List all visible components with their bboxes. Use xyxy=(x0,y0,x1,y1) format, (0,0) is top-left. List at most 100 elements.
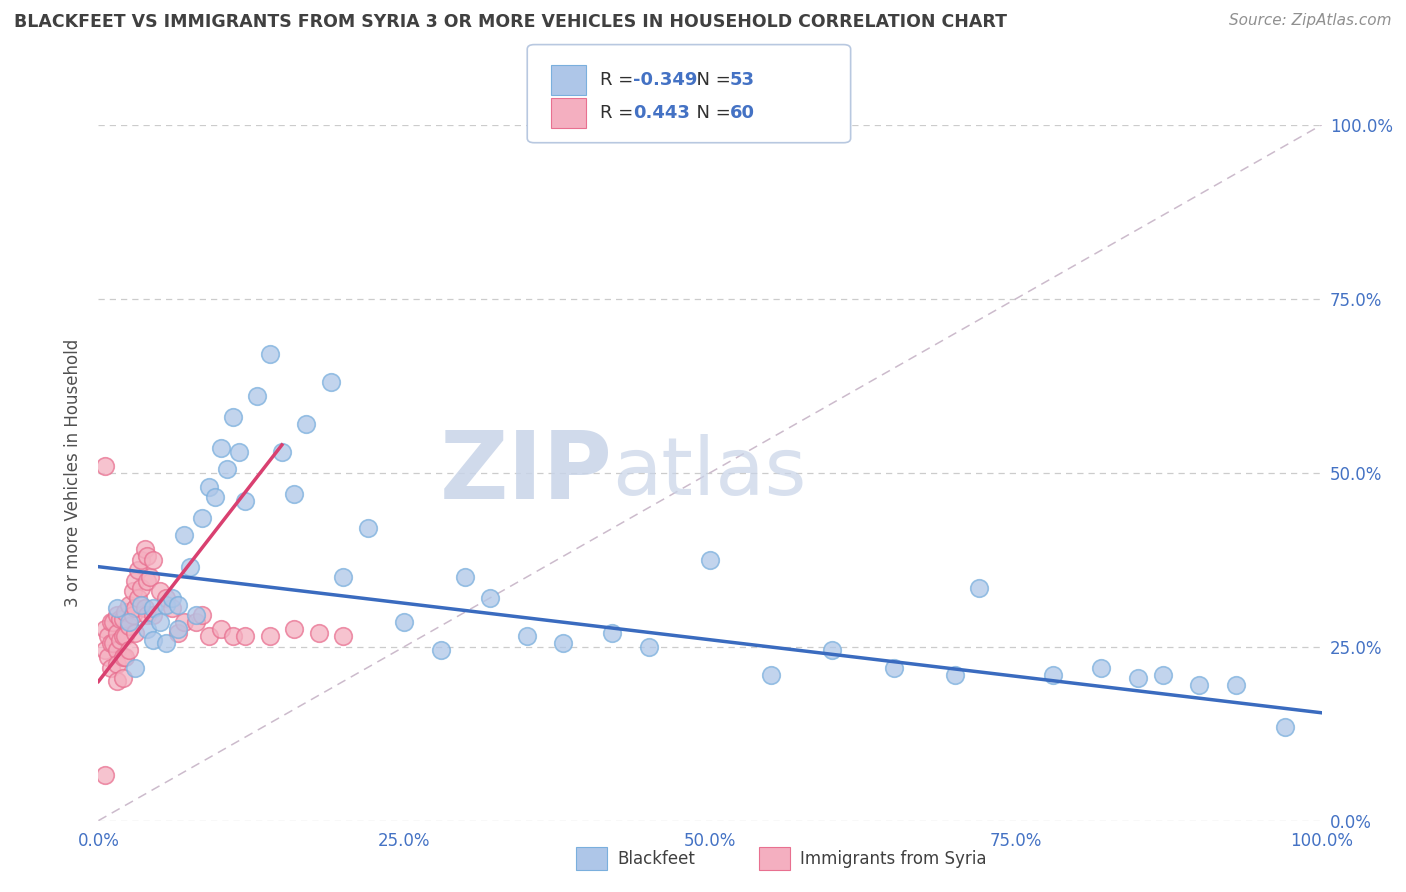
Point xyxy=(129,552,152,567)
Point xyxy=(478,591,501,605)
Point xyxy=(110,612,132,626)
Point xyxy=(454,570,477,584)
Point xyxy=(142,601,165,615)
Point xyxy=(124,660,146,674)
Point xyxy=(111,650,134,665)
Point xyxy=(105,625,128,640)
Point xyxy=(129,598,152,612)
Point xyxy=(1152,667,1174,681)
Text: N =: N = xyxy=(685,103,737,122)
Point xyxy=(173,528,195,542)
Text: -0.349: -0.349 xyxy=(633,70,697,89)
Point xyxy=(295,417,318,431)
Text: N =: N = xyxy=(685,70,737,89)
Point xyxy=(233,629,256,643)
Point xyxy=(246,389,269,403)
Point xyxy=(222,410,245,425)
Point xyxy=(967,581,990,595)
Point xyxy=(136,623,159,637)
Point xyxy=(1274,720,1296,734)
Point xyxy=(105,608,128,623)
Text: Blackfeet: Blackfeet xyxy=(617,849,695,868)
Point xyxy=(142,608,165,623)
Point xyxy=(600,625,623,640)
Point xyxy=(110,632,132,647)
Point xyxy=(134,601,156,615)
Text: 0.443: 0.443 xyxy=(633,103,689,122)
Point xyxy=(114,629,136,643)
Point xyxy=(197,629,219,643)
Text: atlas: atlas xyxy=(612,434,807,512)
Point xyxy=(553,636,575,650)
Point xyxy=(283,486,305,500)
Point xyxy=(93,768,115,782)
Point xyxy=(222,629,245,643)
Point xyxy=(127,591,149,605)
Point xyxy=(136,608,159,623)
Point xyxy=(155,636,177,650)
Point xyxy=(124,574,146,588)
Text: Source: ZipAtlas.com: Source: ZipAtlas.com xyxy=(1229,13,1392,29)
Point xyxy=(136,574,159,588)
Point xyxy=(160,591,183,605)
Point xyxy=(105,657,128,671)
Point xyxy=(118,615,141,630)
Point xyxy=(215,462,238,476)
Point xyxy=(259,629,281,643)
Text: ZIP: ZIP xyxy=(439,426,612,519)
Point xyxy=(149,615,172,630)
Point xyxy=(139,570,162,584)
Point xyxy=(118,619,141,633)
Point xyxy=(1225,678,1247,692)
Point xyxy=(319,376,342,390)
Point xyxy=(121,584,143,599)
Point xyxy=(167,623,190,637)
Point xyxy=(821,643,844,657)
Point xyxy=(283,623,305,637)
Point xyxy=(204,490,226,504)
Point xyxy=(173,615,195,630)
Point xyxy=(114,605,136,619)
Point xyxy=(392,615,416,630)
Point xyxy=(101,636,124,650)
Point xyxy=(191,511,214,525)
Point xyxy=(259,347,281,361)
Point xyxy=(209,442,232,456)
Point xyxy=(124,601,146,615)
Text: R =: R = xyxy=(600,70,640,89)
Point xyxy=(142,632,165,647)
Point xyxy=(186,615,208,630)
Point xyxy=(332,570,354,584)
Point xyxy=(93,458,115,473)
Point xyxy=(105,601,128,615)
Point xyxy=(638,640,661,654)
Point xyxy=(179,559,201,574)
Point xyxy=(160,601,183,615)
Point xyxy=(129,581,152,595)
Point xyxy=(114,650,136,665)
Point xyxy=(100,660,122,674)
Point xyxy=(1042,667,1064,681)
Point xyxy=(332,629,354,643)
Point xyxy=(134,542,156,557)
Point xyxy=(699,552,721,567)
Point xyxy=(121,608,143,623)
Point xyxy=(97,629,120,643)
Point xyxy=(136,549,159,564)
Point xyxy=(191,608,214,623)
Point xyxy=(142,552,165,567)
Point xyxy=(93,623,115,637)
Point xyxy=(197,480,219,494)
Text: 60: 60 xyxy=(730,103,755,122)
Point xyxy=(97,650,120,665)
Point xyxy=(149,584,172,599)
Point xyxy=(228,445,250,459)
Point xyxy=(118,598,141,612)
Point xyxy=(270,445,294,459)
Point xyxy=(111,629,134,643)
Point xyxy=(308,625,330,640)
Point xyxy=(1090,660,1112,674)
Point xyxy=(155,598,177,612)
Text: BLACKFEET VS IMMIGRANTS FROM SYRIA 3 OR MORE VEHICLES IN HOUSEHOLD CORRELATION C: BLACKFEET VS IMMIGRANTS FROM SYRIA 3 OR … xyxy=(14,13,1007,31)
Point xyxy=(356,521,378,535)
